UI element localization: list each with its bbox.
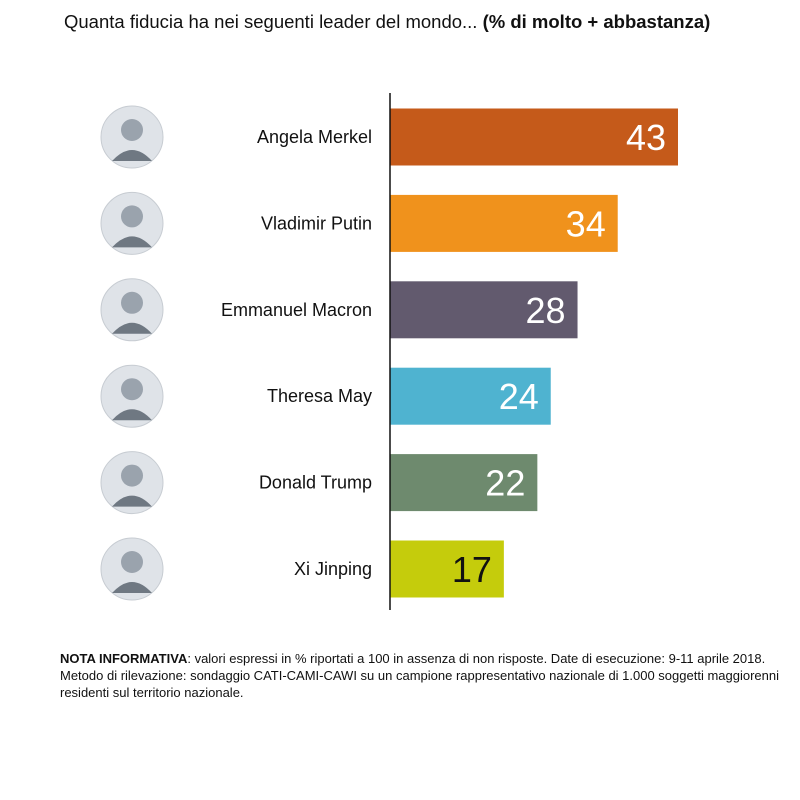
avatar-shoulders — [112, 150, 152, 161]
bar-value-label: 43 — [626, 117, 666, 158]
bar-value-label: 17 — [452, 549, 492, 590]
person-avatar-icon — [100, 191, 164, 255]
bar — [390, 194, 618, 252]
person-avatar-icon — [100, 105, 164, 169]
person-avatar-icon — [100, 451, 164, 515]
bar — [390, 281, 578, 339]
avatar-head — [121, 119, 143, 141]
avatar-shoulders — [112, 409, 152, 421]
category-label: Vladimir Putin — [261, 213, 372, 233]
bar — [390, 108, 678, 166]
avatar-shoulders — [112, 495, 152, 507]
note-label: NOTA INFORMATIVA — [60, 651, 188, 666]
person-avatar-icon — [100, 537, 164, 601]
category-label: Angela Merkel — [257, 127, 372, 147]
bar-value-label: 24 — [499, 376, 539, 417]
bar-value-label: 34 — [566, 203, 606, 244]
avatar-shoulders — [112, 322, 152, 334]
chart-title-emphasis: (% di molto + abbastanza) — [482, 11, 711, 32]
note-text: : valori espressi in % riportati a 100 i… — [60, 651, 779, 700]
person-avatar-icon — [100, 364, 164, 428]
bar — [390, 540, 504, 598]
avatar-head — [121, 551, 143, 573]
avatar-head — [121, 378, 143, 401]
person-avatar-icon — [100, 278, 164, 342]
avatar-head — [121, 464, 143, 487]
bar — [390, 454, 538, 512]
chart-title-main: Quanta fiducia ha nei seguenti leader de… — [64, 11, 478, 32]
chart-title: Quanta fiducia ha nei seguenti leader de… — [64, 11, 784, 33]
avatar-head — [121, 205, 143, 228]
bar — [390, 367, 551, 425]
category-label: Theresa May — [267, 386, 372, 406]
avatar-shoulders — [112, 236, 152, 248]
bar-value-label: 28 — [525, 290, 565, 331]
methodology-note: NOTA INFORMATIVA: valori espressi in % r… — [60, 650, 780, 701]
bar-value-label: 22 — [485, 463, 525, 504]
category-label: Donald Trump — [259, 473, 372, 493]
avatar-shoulders — [112, 582, 152, 593]
category-label: Emmanuel Macron — [221, 300, 372, 320]
avatar-head — [121, 291, 143, 314]
category-label: Xi Jinping — [294, 559, 372, 579]
